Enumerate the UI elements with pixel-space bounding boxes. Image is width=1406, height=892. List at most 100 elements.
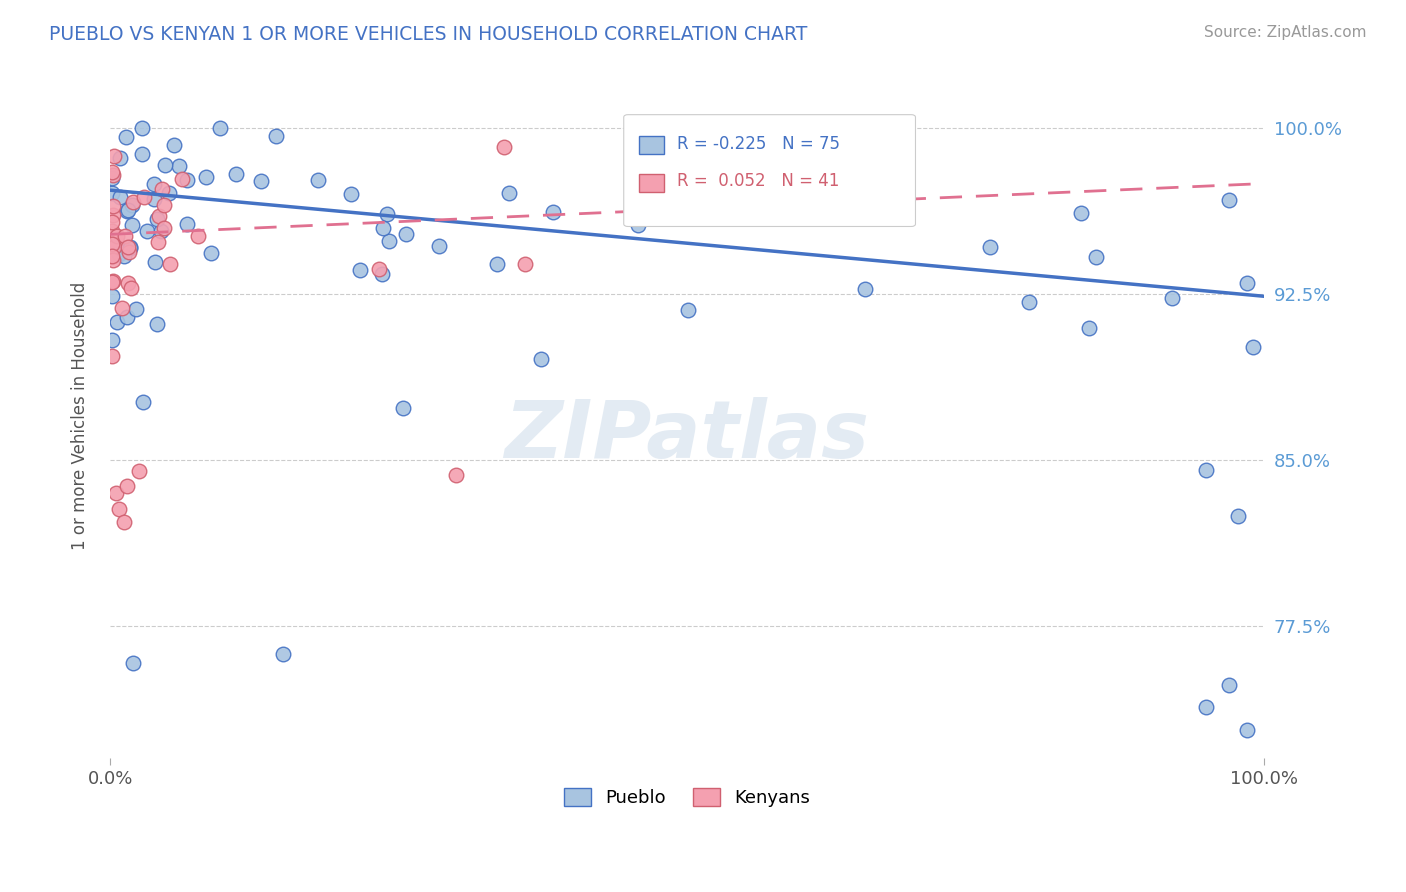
Point [117,240,139,254]
Point [101,209,124,223]
Point [122,657,145,671]
Point [169,159,191,173]
Point [494,140,516,154]
Legend: Pueblo, Kenyans: Pueblo, Kenyans [557,780,818,814]
Point [1160,291,1182,305]
Point [498,186,520,200]
Point [153,221,176,235]
Point [187,228,209,243]
Point [1218,678,1240,692]
Point [128,464,150,478]
Point [122,195,145,210]
Point [134,190,156,204]
Point [1018,295,1040,310]
Point [176,217,198,231]
Point [101,186,124,200]
Point [162,138,184,153]
Point [120,241,142,255]
Point [200,246,222,260]
Text: R = -0.225   N = 75: R = -0.225 N = 75 [678,135,839,153]
Point [195,169,218,184]
Point [108,151,131,165]
Point [121,218,143,232]
Text: Source: ZipAtlas.com: Source: ZipAtlas.com [1204,25,1367,40]
Point [148,209,170,223]
Point [136,224,159,238]
Point [159,256,181,270]
Point [1241,340,1264,354]
Point [101,227,124,242]
Point [371,268,394,282]
Point [142,178,165,192]
Point [101,350,124,364]
Point [172,172,194,186]
Point [117,244,139,259]
Point [250,174,273,188]
Point [513,257,536,271]
Point [101,224,124,238]
Point [108,190,131,204]
Point [105,229,128,244]
Point [375,207,398,221]
Point [111,301,134,315]
Point [117,479,139,493]
Point [627,219,650,233]
Point [101,168,124,182]
Point [1070,206,1092,220]
Point [142,192,165,206]
Point [131,121,153,136]
Point [132,395,155,409]
Point [706,197,728,211]
Point [143,254,166,268]
Point [120,281,142,295]
Point [427,239,450,253]
Point [1236,276,1258,290]
Text: R =  0.052   N = 41: R = 0.052 N = 41 [678,172,839,190]
Point [349,263,371,277]
Point [117,310,139,324]
Point [1236,723,1258,737]
Point [101,237,124,252]
Point [112,249,135,263]
Point [853,282,876,296]
Point [101,165,124,179]
Point [530,352,553,367]
Point [541,205,564,219]
Point [146,212,169,227]
Point [368,261,391,276]
Point [105,315,128,329]
Point [676,302,699,317]
Point [157,186,180,200]
Point [108,501,131,516]
Point [101,249,124,263]
Point [115,130,138,145]
Point [340,186,363,201]
Point [176,173,198,187]
Point [264,128,287,143]
Point [486,257,509,271]
Point [121,197,143,211]
Point [1227,509,1250,524]
Point [108,247,131,261]
Text: PUEBLO VS KENYAN 1 OR MORE VEHICLES IN HOUSEHOLD CORRELATION CHART: PUEBLO VS KENYAN 1 OR MORE VEHICLES IN H… [49,25,807,44]
Point [103,253,125,268]
Point [1218,194,1240,208]
Text: ZIPatlas: ZIPatlas [505,397,869,475]
Point [446,468,468,483]
Point [101,334,124,348]
Point [101,198,124,212]
Point [125,301,148,316]
Point [115,203,138,218]
Point [104,486,127,500]
Point [979,240,1001,254]
Point [209,121,232,136]
Point [1085,251,1108,265]
Point [730,204,752,219]
Point [378,234,401,248]
Point [153,157,176,171]
Y-axis label: 1 or more Vehicles in Household: 1 or more Vehicles in Household [72,282,89,549]
Point [271,648,294,662]
Point [153,198,176,212]
Point [117,202,139,217]
Point [146,317,169,331]
